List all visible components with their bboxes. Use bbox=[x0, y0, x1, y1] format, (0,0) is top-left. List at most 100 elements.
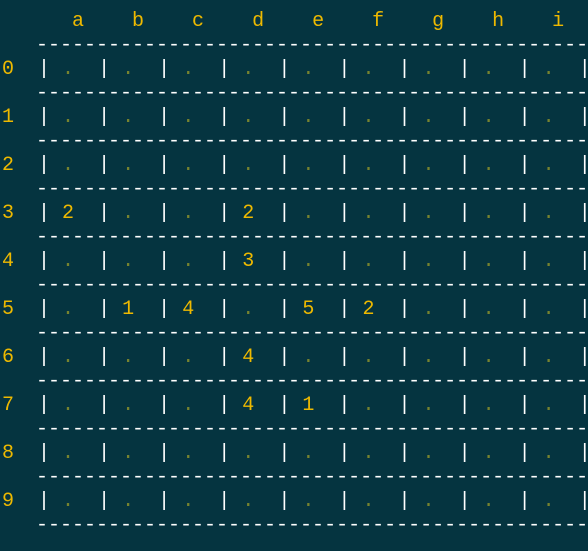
row-label-7: 7 bbox=[0, 394, 14, 418]
cell-9-b: . bbox=[122, 490, 134, 513]
cell-1-b: . bbox=[122, 106, 134, 129]
cell-6-g: . bbox=[423, 346, 435, 369]
cell-1-g: . bbox=[423, 106, 435, 129]
cell-3-h: . bbox=[483, 202, 495, 225]
cell-5-c: 4 bbox=[182, 298, 194, 321]
cell-8-h: . bbox=[483, 442, 495, 465]
cell-6-h: . bbox=[483, 346, 495, 369]
cell-1-d: . bbox=[242, 106, 254, 129]
divider-line: ----------------------------------------… bbox=[0, 418, 588, 442]
col-header-b: b bbox=[108, 10, 168, 33]
cell-4-g: . bbox=[423, 250, 435, 273]
cell-4-h: . bbox=[483, 250, 495, 273]
col-header-c: c bbox=[168, 10, 228, 33]
cell-9-a: . bbox=[62, 490, 74, 513]
cell-3-e: . bbox=[302, 202, 314, 225]
divider-line: ----------------------------------------… bbox=[0, 466, 588, 490]
cell-5-e: 5 bbox=[302, 298, 314, 321]
cell-6-b: . bbox=[122, 346, 134, 369]
cell-0-d: . bbox=[242, 58, 254, 81]
cell-9-i: . bbox=[543, 490, 555, 513]
cell-0-g: . bbox=[423, 58, 435, 81]
cell-1-a: . bbox=[62, 106, 74, 129]
grid-row-3: 3 | 2 | . | . | 2 | . | . | . | . | . | … bbox=[0, 202, 588, 226]
col-header-d: d bbox=[228, 10, 288, 33]
cell-9-g: . bbox=[423, 490, 435, 513]
col-header-g: g bbox=[408, 10, 468, 33]
row-label-1: 1 bbox=[0, 106, 14, 130]
cell-5-i: . bbox=[543, 298, 555, 321]
cell-1-c: . bbox=[182, 106, 194, 129]
cell-3-d: 2 bbox=[242, 202, 254, 225]
cell-7-e: 1 bbox=[302, 394, 314, 417]
cell-0-e: . bbox=[302, 58, 314, 81]
cell-4-f: . bbox=[362, 250, 374, 273]
cell-8-a: . bbox=[62, 442, 74, 465]
cell-8-g: . bbox=[423, 442, 435, 465]
cell-0-a: . bbox=[62, 58, 74, 81]
cell-9-e: . bbox=[302, 490, 314, 513]
cell-5-g: . bbox=[423, 298, 435, 321]
divider-line: ----------------------------------------… bbox=[0, 514, 588, 538]
cell-7-f: . bbox=[362, 394, 374, 417]
divider-line: ----------------------------------------… bbox=[0, 322, 588, 346]
cell-2-h: . bbox=[483, 154, 495, 177]
col-header-i: i bbox=[528, 10, 588, 33]
cell-1-h: . bbox=[483, 106, 495, 129]
cell-6-d: 4 bbox=[242, 346, 254, 369]
cell-1-f: . bbox=[362, 106, 374, 129]
cell-7-h: . bbox=[483, 394, 495, 417]
cell-5-a: . bbox=[62, 298, 74, 321]
grid-row-6: 6 | . | . | . | 4 | . | . | . | . | . | … bbox=[0, 346, 588, 370]
cell-6-e: . bbox=[302, 346, 314, 369]
divider-line: ----------------------------------------… bbox=[0, 226, 588, 250]
cell-4-b: . bbox=[122, 250, 134, 273]
row-label-3: 3 bbox=[0, 202, 14, 226]
col-header-f: f bbox=[348, 10, 408, 33]
cell-8-e: . bbox=[302, 442, 314, 465]
cell-0-f: . bbox=[362, 58, 374, 81]
col-header-h: h bbox=[468, 10, 528, 33]
cell-2-f: . bbox=[362, 154, 374, 177]
cell-2-d: . bbox=[242, 154, 254, 177]
divider-line: ----------------------------------------… bbox=[0, 370, 588, 394]
divider-line: ----------------------------------------… bbox=[0, 178, 588, 202]
row-label-8: 8 bbox=[0, 442, 14, 466]
row-label-6: 6 bbox=[0, 346, 14, 370]
cell-9-f: . bbox=[362, 490, 374, 513]
grid-row-9: 9 | . | . | . | . | . | . | . | . | . | … bbox=[0, 490, 588, 514]
cell-1-i: . bbox=[543, 106, 555, 129]
col-header-e: e bbox=[288, 10, 348, 33]
cell-4-d: 3 bbox=[242, 250, 254, 273]
cell-2-g: . bbox=[423, 154, 435, 177]
cell-8-d: . bbox=[242, 442, 254, 465]
divider-line: ----------------------------------------… bbox=[0, 274, 588, 298]
cell-6-i: . bbox=[543, 346, 555, 369]
cell-0-b: . bbox=[122, 58, 134, 81]
cell-4-e: . bbox=[302, 250, 314, 273]
cell-8-b: . bbox=[122, 442, 134, 465]
column-header-row: a b c d e f g h i j bbox=[0, 10, 588, 34]
divider-line: ----------------------------------------… bbox=[0, 34, 588, 58]
cell-6-c: . bbox=[182, 346, 194, 369]
grid-row-1: 1 | . | . | . | . | . | . | . | . | . | … bbox=[0, 106, 588, 130]
cell-3-b: . bbox=[122, 202, 134, 225]
grid-row-7: 7 | . | . | . | 4 | 1 | . | . | . | . | … bbox=[0, 394, 588, 418]
cell-3-a: 2 bbox=[62, 202, 74, 225]
cell-3-i: . bbox=[543, 202, 555, 225]
cell-2-b: . bbox=[122, 154, 134, 177]
cell-2-i: . bbox=[543, 154, 555, 177]
grid-row-0: 0 | . | . | . | . | . | . | . | . | . | … bbox=[0, 58, 588, 82]
cell-7-c: . bbox=[182, 394, 194, 417]
cell-3-c: . bbox=[182, 202, 194, 225]
cell-0-i: . bbox=[543, 58, 555, 81]
cell-5-f: 2 bbox=[362, 298, 374, 321]
grid-row-4: 4 | . | . | . | 3 | . | . | . | . | . | … bbox=[0, 250, 588, 274]
cell-9-c: . bbox=[182, 490, 194, 513]
row-label-2: 2 bbox=[0, 154, 14, 178]
cell-9-d: . bbox=[242, 490, 254, 513]
cell-3-f: . bbox=[362, 202, 374, 225]
cell-2-c: . bbox=[182, 154, 194, 177]
divider-line: ----------------------------------------… bbox=[0, 82, 588, 106]
row-label-4: 4 bbox=[0, 250, 14, 274]
